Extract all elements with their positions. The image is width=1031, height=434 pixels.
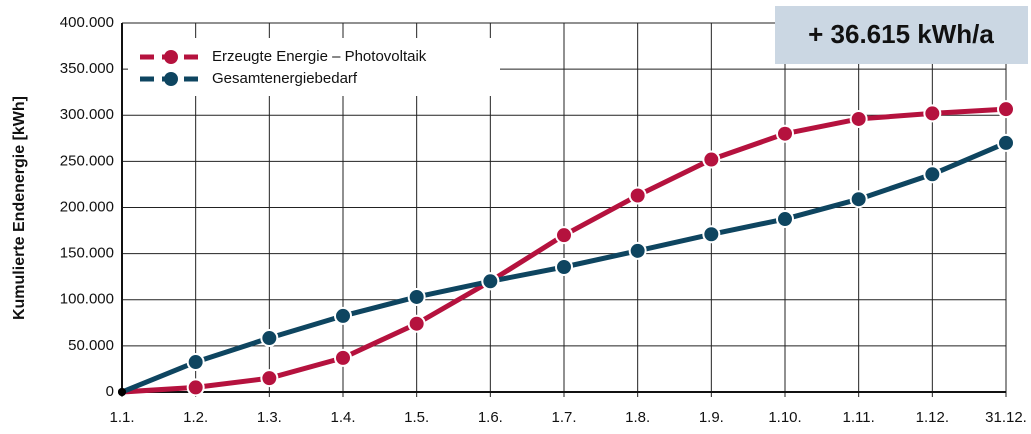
legend-marker (164, 50, 178, 64)
point (260, 329, 279, 348)
y-axis-label: Kumulierte Endenergie [kWh] (11, 96, 28, 320)
point (849, 109, 868, 128)
y-tick-label: 300.000 (60, 106, 114, 123)
annotation: + 36.615 kWh/a (808, 19, 994, 49)
point (849, 190, 868, 209)
point (997, 100, 1015, 119)
y-tick-label: 250.000 (60, 152, 114, 169)
x-tick-label: 1.7. (551, 409, 576, 426)
y-tick-label: 0 (106, 383, 114, 400)
legend-box (128, 38, 500, 96)
x-tick-label: 1.6. (478, 409, 503, 426)
point (923, 104, 942, 123)
point (702, 225, 721, 244)
x-tick-label: 1.8. (625, 409, 650, 426)
x-tick-label: 1.4. (330, 409, 355, 426)
point (923, 165, 942, 184)
point (186, 353, 205, 372)
point (628, 241, 647, 260)
point (186, 378, 205, 397)
legend-label: Erzeugte Energie – Photovoltaik (212, 48, 427, 65)
point (260, 369, 279, 388)
point (776, 124, 794, 143)
y-tick-label: 100.000 (60, 291, 114, 308)
x-tick-label: 1.3. (257, 409, 282, 426)
point (555, 258, 573, 277)
point (334, 306, 352, 325)
point (407, 314, 426, 333)
point (118, 388, 126, 396)
y-tick-label: 150.000 (60, 245, 114, 262)
x-tick-label: 1.11. (843, 409, 875, 426)
y-tick-label: 350.000 (60, 60, 114, 77)
point (481, 272, 500, 291)
point (997, 133, 1015, 152)
x-tick-label: 1.5. (404, 409, 429, 426)
point (407, 287, 426, 306)
x-tick-label: 1.10. (768, 409, 801, 426)
point (776, 210, 794, 229)
y-tick-label: 400.000 (60, 14, 114, 31)
x-tick-label: 31.12. (985, 409, 1027, 426)
point (555, 226, 573, 245)
y-tick-label: 200.000 (60, 198, 114, 215)
legend-marker (164, 72, 178, 86)
y-tick-label: 50.000 (68, 337, 114, 354)
annotation-box (775, 6, 1028, 64)
x-tick-label: 1.2. (183, 409, 208, 426)
x-tick-label: 1.1. (109, 409, 134, 426)
point (628, 186, 647, 205)
x-tick-label: 1.12. (916, 409, 949, 426)
point (334, 348, 352, 367)
legend-label: Gesamtenergiebedarf (212, 70, 358, 87)
x-tick-label: 1.9. (699, 409, 724, 426)
point (702, 150, 721, 169)
